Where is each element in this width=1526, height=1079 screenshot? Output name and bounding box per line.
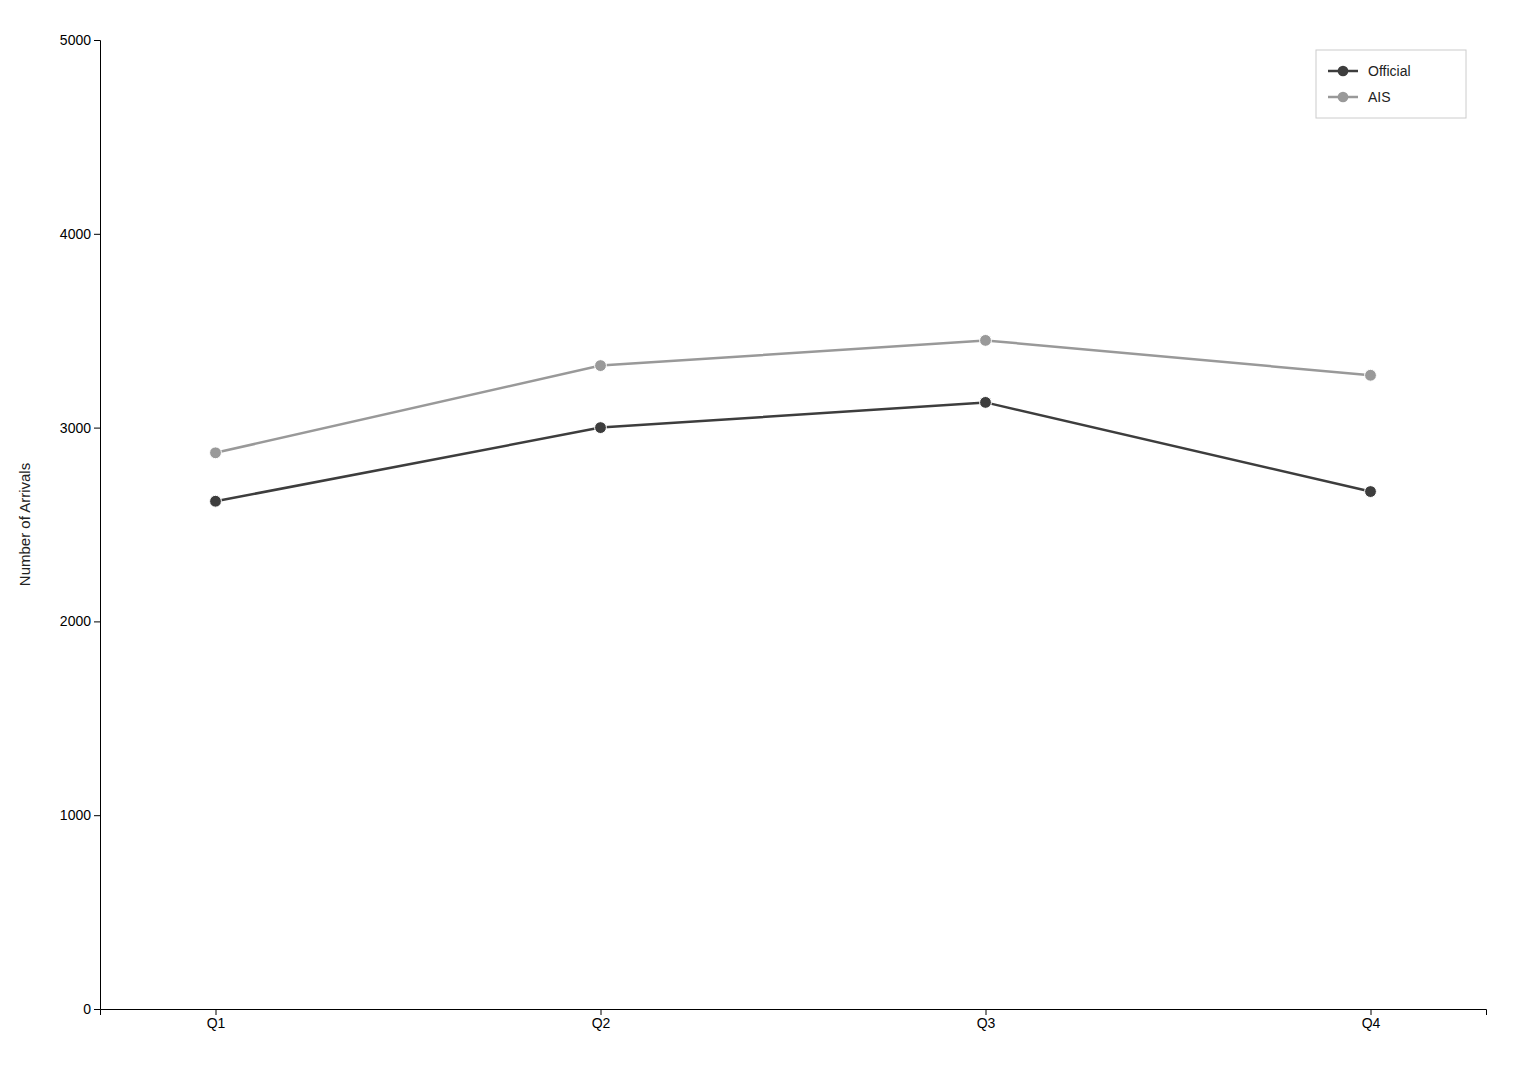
y-tick-label: 2000: [60, 613, 91, 629]
legend-marker: [1338, 66, 1349, 77]
x-tick-label: Q3: [977, 1015, 996, 1031]
x-tick-label: Q1: [207, 1015, 226, 1031]
x-tick-label: Q4: [1362, 1015, 1381, 1031]
x-tick: Q1: [207, 1009, 226, 1031]
y-tick: 2000: [60, 613, 100, 629]
series-line: [216, 340, 1371, 452]
y-tick: 0: [83, 1001, 100, 1017]
chart: Q1 Q2 Q3 Q4 0 1000 2000 3000 4000 5000 Number of A…: [0, 0, 1526, 1079]
y-tick-mark: [94, 40, 100, 41]
legend-item: Official: [1328, 63, 1411, 79]
x-axis: Q1 Q2 Q3 Q4: [101, 1009, 1487, 1031]
y-tick-label: 1000: [60, 807, 91, 823]
x-tick: Q4: [1362, 1009, 1381, 1031]
x-tick-label: Q2: [592, 1015, 611, 1031]
series-marker: [595, 360, 607, 372]
y-axis-title: Number of Arrivals: [16, 463, 33, 586]
series-marker: [210, 495, 222, 507]
y-tick: 5000: [60, 32, 100, 48]
marks: [210, 334, 1377, 507]
y-tick-mark: [94, 234, 100, 235]
y-axis: 0 1000 2000 3000 4000 5000: [60, 32, 101, 1017]
y-tick: 1000: [60, 807, 100, 823]
series-marker: [595, 422, 607, 434]
series-line: [216, 402, 1371, 501]
y-tick: 4000: [60, 226, 100, 242]
legend-label: AIS: [1368, 89, 1391, 105]
y-tick-label: 5000: [60, 32, 91, 48]
legend-label: Official: [1368, 63, 1411, 79]
x-tick: Q2: [592, 1009, 611, 1031]
series-marker: [1365, 369, 1377, 381]
y-tick-mark: [94, 428, 100, 429]
axis-line: [94, 41, 101, 1010]
legend-marker: [1338, 92, 1349, 103]
y-tick-mark: [94, 1009, 100, 1010]
y-tick-label: 3000: [60, 420, 91, 436]
series-marker: [980, 334, 992, 346]
plot: Q1 Q2 Q3 Q4 0 1000 2000 3000 4000 5000 Number of A…: [16, 32, 1487, 1031]
y-tick-mark: [94, 621, 100, 622]
series-marker: [1365, 486, 1377, 498]
y-tick-label: 4000: [60, 226, 91, 242]
y-tick: 3000: [60, 420, 100, 436]
series-marker: [210, 447, 222, 459]
axis-line: [101, 1010, 1487, 1016]
series-marker: [980, 396, 992, 408]
legend-box: [1316, 50, 1466, 118]
legend-item: AIS: [1328, 89, 1391, 105]
x-tick: Q3: [977, 1009, 996, 1031]
y-tick-mark: [94, 815, 100, 816]
legend: Official AIS: [1316, 50, 1466, 118]
y-tick-label: 0: [83, 1001, 91, 1017]
